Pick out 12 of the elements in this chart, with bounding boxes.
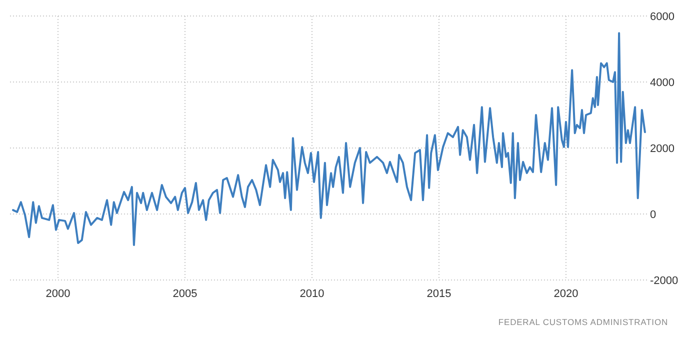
x-tick-label: 2020 [554,288,578,300]
y-tick-label: 2000 [650,142,674,155]
x-tick-label: 2010 [300,288,324,300]
y-tick-label: -2000 [650,274,678,287]
y-tick-label: 6000 [650,10,674,23]
x-tick-label: 2000 [46,288,70,300]
text: FEDERAL CUSTOMS ADMINISTRATION [498,317,668,327]
x-tick-label: 2005 [172,288,198,300]
line-series [12,32,646,246]
x-tick-label: 2015 [426,288,452,300]
y-tick-label: 0 [650,208,656,221]
y-tick-label: 4000 [650,76,674,89]
